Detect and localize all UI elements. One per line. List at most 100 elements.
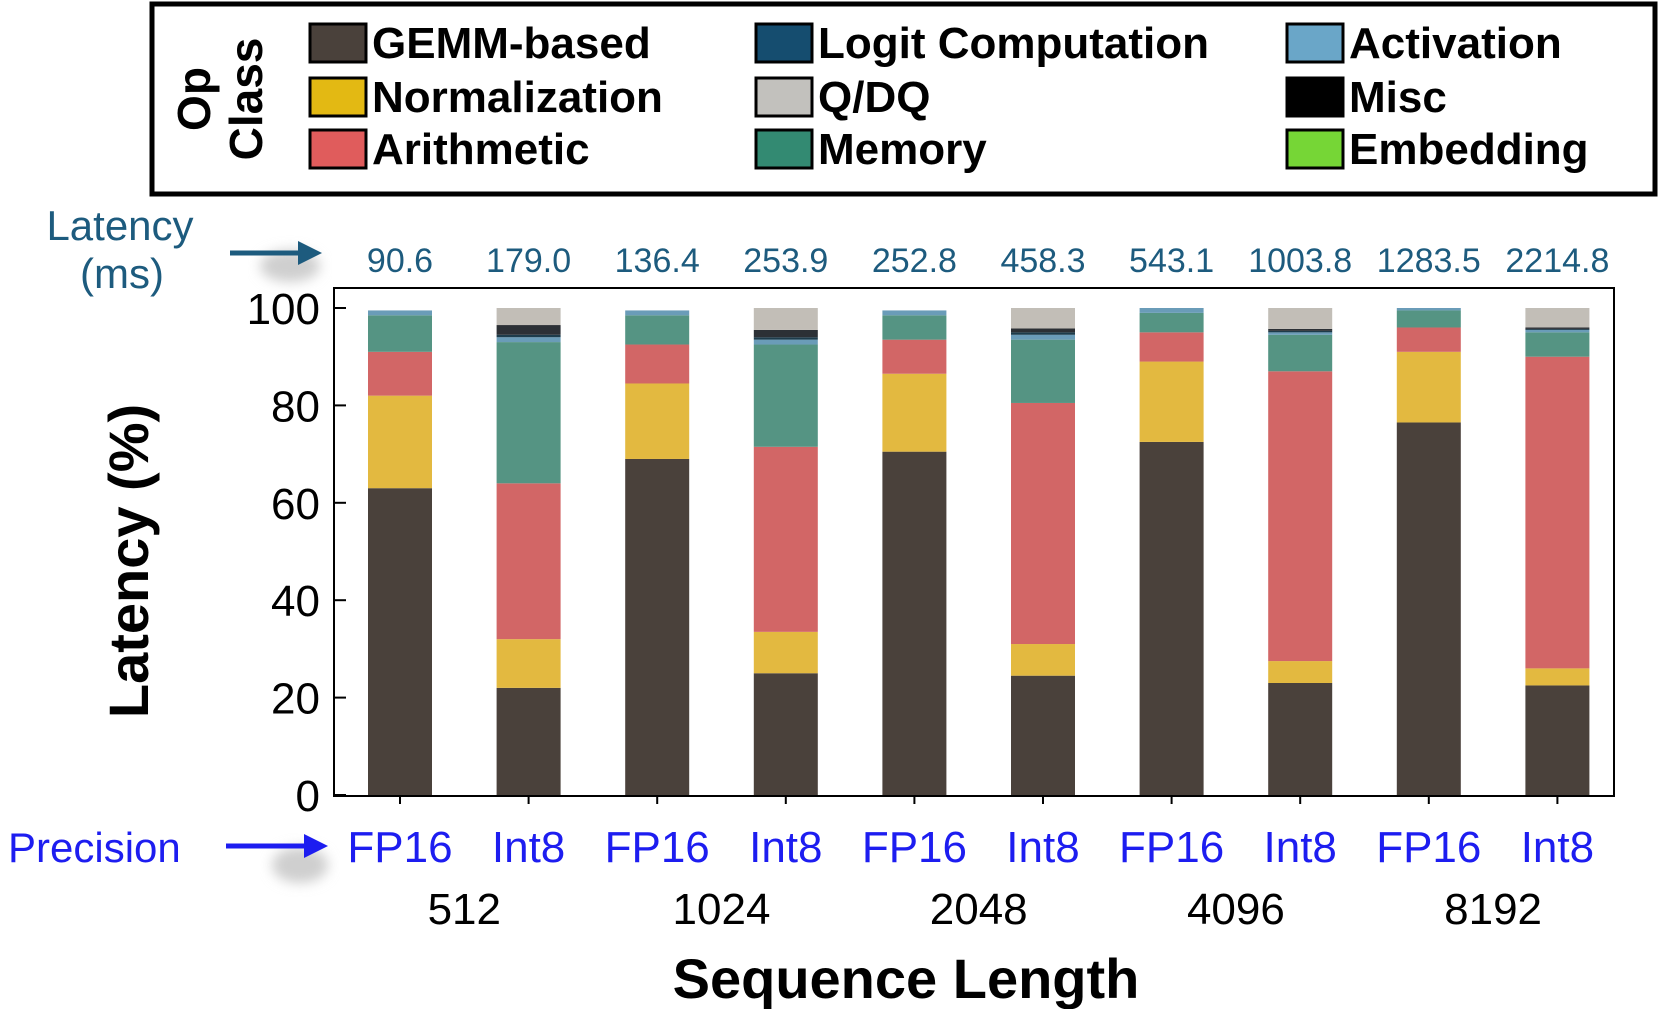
precision-label-fp16: FP16 [347, 823, 452, 872]
legend-title: Op Class [168, 38, 272, 161]
bar-stack [1139, 308, 1204, 795]
legend-label: GEMM-based [372, 19, 651, 68]
bar-segment-misc [1525, 327, 1590, 329]
latency-value: 179.0 [486, 242, 571, 280]
legend-swatch [308, 76, 368, 118]
legend-item-q-dq: Q/DQ [754, 73, 930, 122]
bar-segment-gemm-based [368, 488, 432, 795]
bar-segment-memory [1268, 334, 1333, 372]
precision-label-int8: Int8 [1006, 823, 1079, 872]
latency-value: 2214.8 [1505, 242, 1609, 280]
x-axis [399, 795, 1559, 804]
legend-item-logit-computation: Logit Computation [754, 19, 1209, 68]
bar-segment-gemm-based [1139, 441, 1204, 795]
latency-value: 1283.5 [1377, 242, 1481, 280]
bar-segment-normalization [625, 383, 690, 459]
bar-stack [1011, 308, 1075, 795]
bar-segment-activation [753, 339, 818, 345]
sequence-length-label: 512 [428, 885, 501, 934]
precision-label-int8: Int8 [1264, 823, 1337, 872]
legend-title-line1: Op [168, 67, 220, 131]
latency-label-line2: (ms) [80, 250, 164, 297]
latency-value: 1003.8 [1248, 242, 1352, 280]
bar-segment-q-dq [753, 308, 818, 330]
precision-label-int8: Int8 [1521, 823, 1594, 872]
legend-label: Arithmetic [372, 125, 590, 174]
bar-segment-activation [882, 310, 947, 316]
bar-segment-misc [753, 329, 818, 338]
bar-segment-memory [1396, 310, 1461, 328]
latency-value: 252.8 [872, 242, 957, 280]
bar-segment-activation [496, 337, 561, 343]
bar-segment-memory [496, 342, 561, 484]
bar-segment-memory [1525, 332, 1590, 357]
bar-segment-normalization [753, 631, 818, 674]
bar-segment-misc [1268, 328, 1333, 331]
bar-segment-arithmetic [496, 483, 561, 640]
bar-stack [1396, 308, 1461, 795]
bar-segment-gemm-based [1011, 675, 1075, 795]
y-tick-label: 40 [271, 577, 320, 626]
legend-label: Logit Computation [818, 19, 1209, 68]
precision-label-int8: Int8 [749, 823, 822, 872]
legend-item-normalization: Normalization [308, 73, 663, 122]
bar-segment-misc [1011, 328, 1075, 333]
legend-swatch [1285, 22, 1345, 64]
precision-labels: FP16 Int8 FP16 Int8 FP16 Int8 FP16 Int8 FP16 Int8 [347, 823, 1594, 872]
bar-segment-normalization [496, 639, 561, 688]
y-tick-label: 20 [271, 675, 320, 724]
latency-arrow [230, 241, 322, 282]
bar-segment-normalization [1525, 668, 1590, 686]
y-tick-label: 100 [247, 285, 320, 334]
y-axis: 0 20 40 60 80 100 [247, 285, 346, 821]
bar-segment-normalization [1011, 644, 1075, 676]
legend-item-memory: Memory [754, 125, 987, 174]
legend-item-activation: Activation [1285, 19, 1562, 68]
legend-swatch [1285, 76, 1345, 118]
y-tick-label: 0 [296, 772, 320, 821]
legend-item-arithmetic: Arithmetic [308, 125, 590, 174]
bar-segment-logit-computation [753, 337, 818, 340]
bar-segment-logit-computation [1011, 332, 1075, 335]
legend-swatch [308, 128, 368, 170]
legend-label: Embedding [1349, 125, 1589, 174]
bar-segment-normalization [1268, 661, 1333, 683]
bar-segment-logit-computation [1268, 330, 1333, 333]
bar-segment-gemm-based [882, 451, 947, 795]
bar-segment-memory [368, 315, 432, 352]
x-axis-title: Sequence Length [673, 947, 1140, 1009]
bar-segment-normalization [368, 395, 432, 489]
bar-stack [1268, 308, 1333, 795]
bar-segment-q-dq [496, 308, 561, 326]
latency-value: 90.6 [367, 242, 433, 280]
legend-swatch [754, 22, 814, 64]
bar-segment-logit-computation [496, 334, 561, 338]
legend-item-gemm-based: GEMM-based [308, 19, 651, 68]
bar-segment-gemm-based [1268, 682, 1333, 795]
plot-frame [333, 287, 1615, 797]
bar-segment-gemm-based [1525, 685, 1590, 795]
bar-segment-arithmetic [1525, 356, 1590, 669]
precision-label-fp16: FP16 [1119, 823, 1224, 872]
bar-segment-activation [1396, 308, 1461, 311]
bar-segment-gemm-based [496, 687, 561, 795]
precision-label-fp16: FP16 [605, 823, 710, 872]
legend-label: Misc [1349, 73, 1447, 122]
bar-segment-memory [1139, 312, 1204, 333]
sequence-length-labels: 512 1024 2048 4096 8192 [428, 885, 1542, 934]
legend-box [149, 1, 1658, 197]
bar-segment-gemm-based [625, 458, 690, 795]
bar-segment-q-dq [1011, 308, 1075, 329]
legend-swatch [1285, 128, 1345, 170]
bar-segment-gemm-based [1396, 422, 1461, 795]
bar-segment-arithmetic [753, 446, 818, 632]
bar-segment-activation [1268, 332, 1333, 335]
precision-label-int8: Int8 [492, 823, 565, 872]
bar-segment-arithmetic [1139, 332, 1204, 362]
legend-label: Memory [818, 125, 987, 174]
bar-segment-misc [496, 325, 561, 335]
bar-segment-logit-computation [1525, 328, 1590, 330]
bars [368, 308, 1590, 795]
